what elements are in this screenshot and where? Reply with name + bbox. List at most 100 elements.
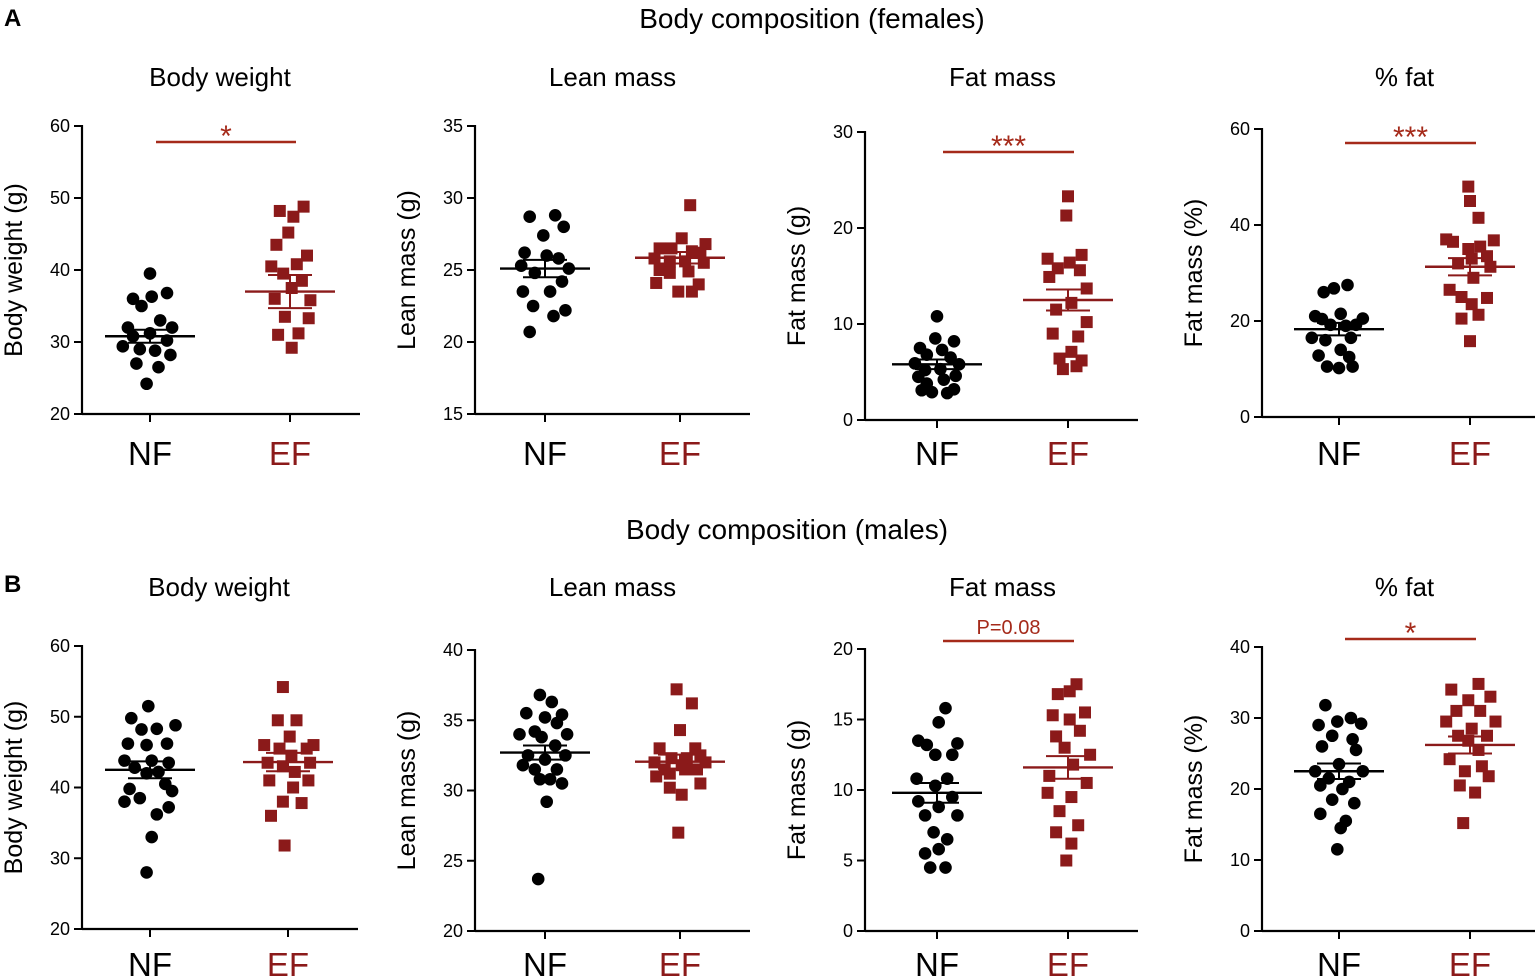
data-point-nf [123,782,136,796]
chart-a-fat: % fat Fat mass (%) 0 20 40 60 NF EF *** [1180,62,1535,472]
data-point-ef [650,770,663,783]
data-point-nf [143,267,157,280]
data-point-ef [1060,209,1073,222]
data-point-nf [128,761,141,774]
y-tick-label: 60 [1230,119,1250,139]
data-point-nf [923,861,937,874]
data-point-ef [675,232,688,245]
data-point-ef [276,760,289,773]
y-tick-label: 60 [50,116,70,136]
data-point-ef [273,742,286,755]
y-tick-label: 40 [50,260,70,280]
data-point-nf [951,737,964,750]
chart-title: Lean mass [549,62,676,92]
data-point-ef [1464,195,1476,207]
data-point-ef [277,267,290,280]
data-point-ef [278,310,291,323]
data-point-ef [1046,709,1059,722]
data-point-nf [135,299,148,313]
data-point-ef [1455,291,1468,303]
data-point-ef [304,294,317,307]
data-point-nf [1314,779,1327,792]
data-point-nf [133,791,147,805]
data-point-ef [283,730,296,743]
y-tick-label: 10 [833,314,853,334]
data-point-nf [540,795,553,809]
data-point-nf [1334,343,1347,357]
data-point-ef [1079,706,1091,719]
data-point-nf [552,252,565,265]
category-label-nf: NF [128,435,172,472]
chart-b-fat-mass: Fat mass Fat mass (g) 0 5 10 15 20 NF EF P=0.08 [783,572,1138,979]
data-point-nf [1312,718,1325,732]
data-point-nf [145,290,158,303]
data-point-ef [1487,234,1500,247]
data-point-nf [915,383,928,397]
y-tick-label: 50 [50,188,70,208]
y-tick-label: 20 [443,332,463,352]
category-label-ef: EF [1047,946,1089,979]
y-tick-label: 40 [443,640,463,660]
data-point-ef [1465,722,1478,735]
data-point-ef [672,826,685,839]
category-label-nf: NF [128,946,172,979]
y-tick-label: 20 [50,919,70,939]
y-tick-label: 30 [443,781,463,801]
data-point-nf [528,763,542,776]
data-point-nf [940,772,954,786]
data-point-nf [1319,333,1332,347]
data-point-nf [533,772,547,786]
data-point-ef [1050,826,1063,839]
data-point-ef [672,285,685,298]
data-point-ef [287,781,300,794]
data-point-nf [140,866,153,879]
data-point-ef [1062,190,1074,203]
data-point-ef [276,795,289,808]
data-point-nf [929,748,942,762]
data-point-ef [1457,817,1470,830]
data-point-nf [142,699,155,713]
data-point-ef [1043,769,1056,782]
data-point-nf [559,304,572,317]
y-axis-label: Fat mass (%) [1180,715,1208,864]
data-point-ef [1462,694,1475,707]
data-point-ef [1065,837,1078,850]
data-point-nf [550,763,564,776]
data-point-ef [1458,765,1471,778]
data-point-ef [1465,298,1478,311]
category-label-ef: EF [659,435,701,472]
data-point-nf [912,370,925,384]
data-point-ef [1450,704,1463,717]
data-point-ef [685,285,698,298]
data-point-ef [682,265,695,278]
data-point-nf [935,343,949,357]
data-point-ef [295,274,308,287]
category-label-ef: EF [1047,435,1089,472]
data-point-nf [125,711,138,725]
y-tick-label: 30 [833,122,853,142]
y-tick-label: 25 [443,851,463,871]
data-point-nf [165,321,179,334]
data-point-nf [531,872,545,886]
data-point-ef [270,238,283,251]
data-point-nf [918,847,932,860]
data-point-nf [927,826,940,839]
y-tick-label: 40 [1230,637,1250,657]
data-point-nf [555,777,569,790]
data-point-nf [1348,796,1361,810]
data-point-nf [1315,740,1329,753]
data-point-ef [276,681,289,694]
data-point-ef [1445,683,1458,696]
y-axis-label: Body weight (g) [0,701,28,875]
data-point-ef [1053,352,1066,365]
data-point-nf [140,377,153,391]
data-point-nf [937,373,951,386]
data-point-nf [118,795,131,808]
data-point-nf [918,809,932,822]
y-tick-label: 20 [1230,311,1250,331]
chart-title: % fat [1375,572,1435,602]
data-point-nf [152,765,165,779]
data-point-ef [1472,211,1485,224]
category-label-nf: NF [915,946,959,979]
